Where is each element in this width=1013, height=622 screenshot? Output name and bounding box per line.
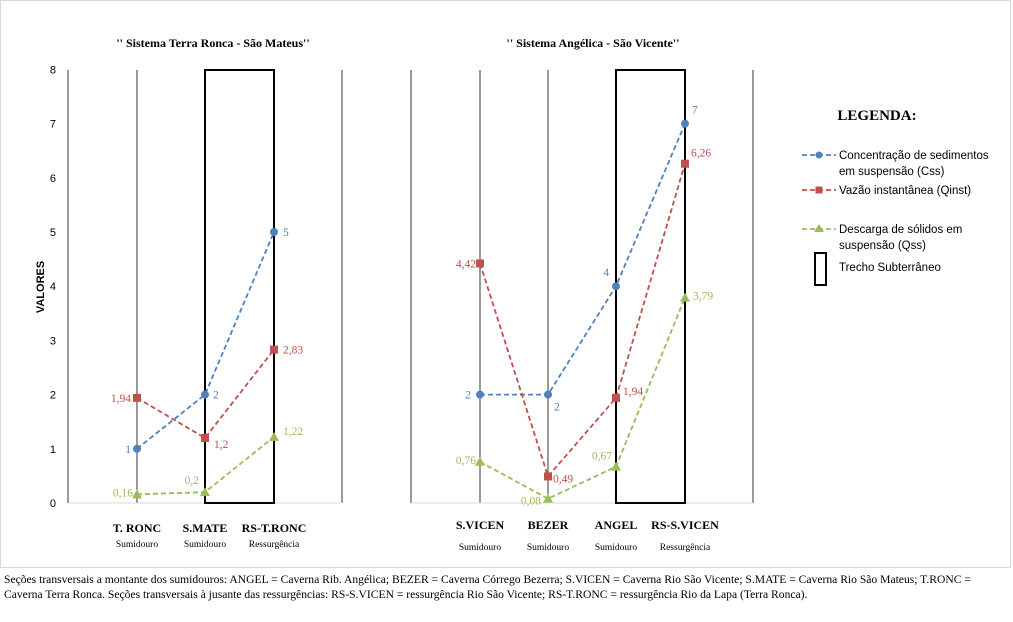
data-label: 5 bbox=[283, 227, 289, 239]
legend-entry-label: Descarga de sólidos em bbox=[839, 224, 962, 236]
y-tick-label: 5 bbox=[50, 227, 56, 239]
data-point-marker bbox=[612, 393, 620, 402]
data-point-marker bbox=[133, 444, 141, 453]
underground-section-box bbox=[204, 69, 275, 504]
data-point-marker bbox=[544, 472, 552, 481]
legend-entry-label: em suspensão (Css) bbox=[839, 166, 945, 178]
data-label: 4,42 bbox=[456, 258, 476, 270]
data-point-marker bbox=[681, 119, 689, 128]
data-label: 2 bbox=[554, 402, 560, 414]
data-label: 2 bbox=[213, 390, 219, 402]
x-category-sublabel: Ressurgência bbox=[249, 540, 300, 550]
legend-box-swatch bbox=[814, 252, 827, 286]
data-label: 0,76 bbox=[456, 455, 476, 467]
legend-entry-label: Trecho Subterrâneo bbox=[839, 262, 941, 274]
x-category-sublabel: Ressurgência bbox=[660, 543, 711, 553]
data-label: 1,94 bbox=[111, 393, 131, 405]
panel-title: '' Sistema Terra Ronca - São Mateus'' bbox=[116, 36, 309, 50]
legend-entry-label: suspensão (Qss) bbox=[839, 240, 926, 252]
figure-caption: Seções transversais a montante dos sumid… bbox=[4, 573, 971, 601]
legend-title: LEGENDA: bbox=[837, 108, 916, 124]
x-category-label: S.VICEN bbox=[456, 518, 505, 532]
data-point-marker bbox=[476, 390, 484, 399]
data-label: 1,22 bbox=[283, 426, 303, 438]
legend-marker bbox=[814, 224, 824, 232]
series-line bbox=[136, 349, 275, 440]
x-category-label: S.MATE bbox=[183, 521, 228, 535]
data-point-marker bbox=[270, 345, 278, 354]
y-tick-label: 8 bbox=[50, 64, 56, 76]
data-label: 0,2 bbox=[185, 475, 200, 487]
y-tick-label: 6 bbox=[50, 173, 56, 185]
data-point-marker bbox=[611, 461, 621, 471]
underground-section-box bbox=[615, 69, 686, 504]
x-category-sublabel: Sumidouro bbox=[184, 540, 226, 550]
series-line bbox=[136, 231, 275, 450]
data-label: 0,49 bbox=[553, 473, 573, 485]
data-point-marker bbox=[133, 393, 141, 402]
chart-frame bbox=[0, 0, 1011, 568]
y-tick-label: 1 bbox=[50, 444, 56, 456]
data-label: 1,94 bbox=[623, 386, 643, 398]
y-tick-label: 0 bbox=[50, 498, 56, 510]
x-category-sublabel: Sumidouro bbox=[527, 543, 569, 553]
data-point-marker bbox=[201, 433, 209, 442]
data-point-marker bbox=[681, 159, 689, 168]
data-label: 4 bbox=[603, 267, 609, 279]
x-category-sublabel: Sumidouro bbox=[595, 543, 637, 553]
series-line bbox=[479, 297, 686, 500]
line-chart: 0 1 2 3 4 5 6 7 8 VALORES '' Sistema Terra Ronca -… bbox=[35, 36, 989, 553]
data-label: 1,2 bbox=[214, 439, 229, 451]
data-point-marker bbox=[543, 493, 553, 503]
x-category-label: BEZER bbox=[528, 518, 569, 532]
legend-marker bbox=[815, 186, 823, 194]
data-point-marker bbox=[269, 431, 279, 441]
panel-title: '' Sistema Angélica - São Vicente'' bbox=[507, 36, 680, 50]
legend-entry-label: Vazão instantânea (Qinst) bbox=[839, 185, 971, 197]
legend-marker bbox=[815, 151, 823, 159]
series-line bbox=[480, 123, 686, 396]
data-label: 7 bbox=[692, 105, 698, 117]
x-category-label: RS-T.RONC bbox=[242, 521, 307, 535]
x-category-label: T. RONC bbox=[113, 521, 161, 535]
data-label: 1 bbox=[125, 444, 131, 456]
y-tick-label: 2 bbox=[50, 390, 56, 402]
y-tick-label: 3 bbox=[50, 335, 56, 347]
x-category-sublabel: Sumidouro bbox=[116, 540, 158, 550]
data-point-marker bbox=[132, 489, 142, 499]
data-point-marker bbox=[476, 259, 484, 268]
data-label: 6,26 bbox=[691, 148, 711, 160]
data-point-marker bbox=[544, 390, 552, 399]
x-category-sublabel: Sumidouro bbox=[459, 543, 501, 553]
data-label: 0,16 bbox=[113, 487, 133, 499]
data-point-marker bbox=[475, 456, 485, 466]
data-point-marker bbox=[680, 292, 690, 302]
y-axis-title: VALORES bbox=[35, 261, 47, 313]
data-point-marker bbox=[270, 228, 278, 236]
y-tick-label: 4 bbox=[50, 281, 56, 293]
data-point-marker bbox=[612, 282, 620, 291]
data-label: 0,08 bbox=[521, 496, 541, 508]
series-line bbox=[479, 163, 686, 479]
y-tick-label: 7 bbox=[50, 119, 56, 131]
x-category-label: ANGEL bbox=[595, 518, 638, 532]
data-point-marker bbox=[200, 487, 210, 497]
data-label: 0,67 bbox=[592, 451, 612, 463]
data-label: 3,79 bbox=[693, 291, 713, 303]
data-point-marker bbox=[201, 390, 209, 399]
x-category-label: RS-S.VICEN bbox=[651, 518, 719, 532]
data-label: 2 bbox=[465, 390, 471, 402]
data-label: 2,83 bbox=[283, 345, 303, 357]
legend-entry-label: Concentração de sedimentos bbox=[839, 150, 989, 162]
